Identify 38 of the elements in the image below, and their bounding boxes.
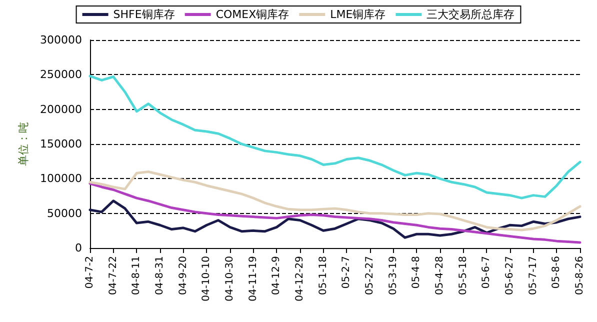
y-tick-label: 150000 (40, 138, 82, 150)
x-tick-label: 04-8-31 (154, 256, 166, 296)
line-series (88, 170, 582, 232)
x-tick-label: 05-2-27 (364, 256, 376, 296)
x-tick-label: 05-6-7 (481, 256, 492, 289)
x-tick-label: 05-7-17 (528, 256, 539, 296)
line-series (88, 200, 582, 239)
x-tick-label: 04-10-10 (201, 256, 212, 302)
x-tick-label: 04-10-30 (224, 256, 236, 302)
x-tick-label: 05-2-7 (341, 256, 352, 289)
y-tick-label: 200000 (40, 102, 82, 116)
x-tick-label: 05-6-27 (504, 256, 516, 296)
x-tick-label: 05-3-19 (388, 256, 399, 296)
y-tick-label: 300000 (40, 34, 82, 46)
x-tick-label: 04-9-20 (178, 256, 189, 296)
x-tick-label: 04-7-2 (84, 256, 96, 289)
y-axis-title: 单位：吨 (17, 122, 30, 166)
x-tick-label: 05-8-6 (551, 256, 562, 289)
legend-label: SHFE铜库存 (113, 8, 175, 21)
line-series (88, 182, 582, 244)
line-series (88, 74, 582, 200)
x-tick-label: 05-4-28 (434, 256, 446, 296)
x-tick-label: 05-4-8 (411, 256, 422, 289)
x-tick-label: 04-12-9 (271, 256, 282, 296)
x-tick-label: 04-7-22 (108, 256, 119, 296)
x-tick-label: 05-8-26 (574, 256, 586, 296)
y-tick-label: 250000 (40, 68, 82, 82)
x-tick-label: 04-8-11 (131, 256, 142, 296)
x-tick-label: 05-5-18 (458, 256, 469, 296)
x-tick-label: 04-12-29 (294, 256, 306, 302)
legend-label: LME铜库存 (330, 8, 386, 21)
y-tick-label: 100000 (40, 172, 82, 186)
x-tick-label: 05-1-18 (318, 256, 329, 296)
y-tick-label: 50000 (47, 206, 82, 220)
y-tick-label: 0 (75, 242, 82, 254)
legend-label: COMEX铜库存 (216, 8, 290, 21)
legend-label: 三大交易所总库存 (426, 8, 515, 21)
x-tick-label: 04-11-19 (248, 256, 259, 302)
